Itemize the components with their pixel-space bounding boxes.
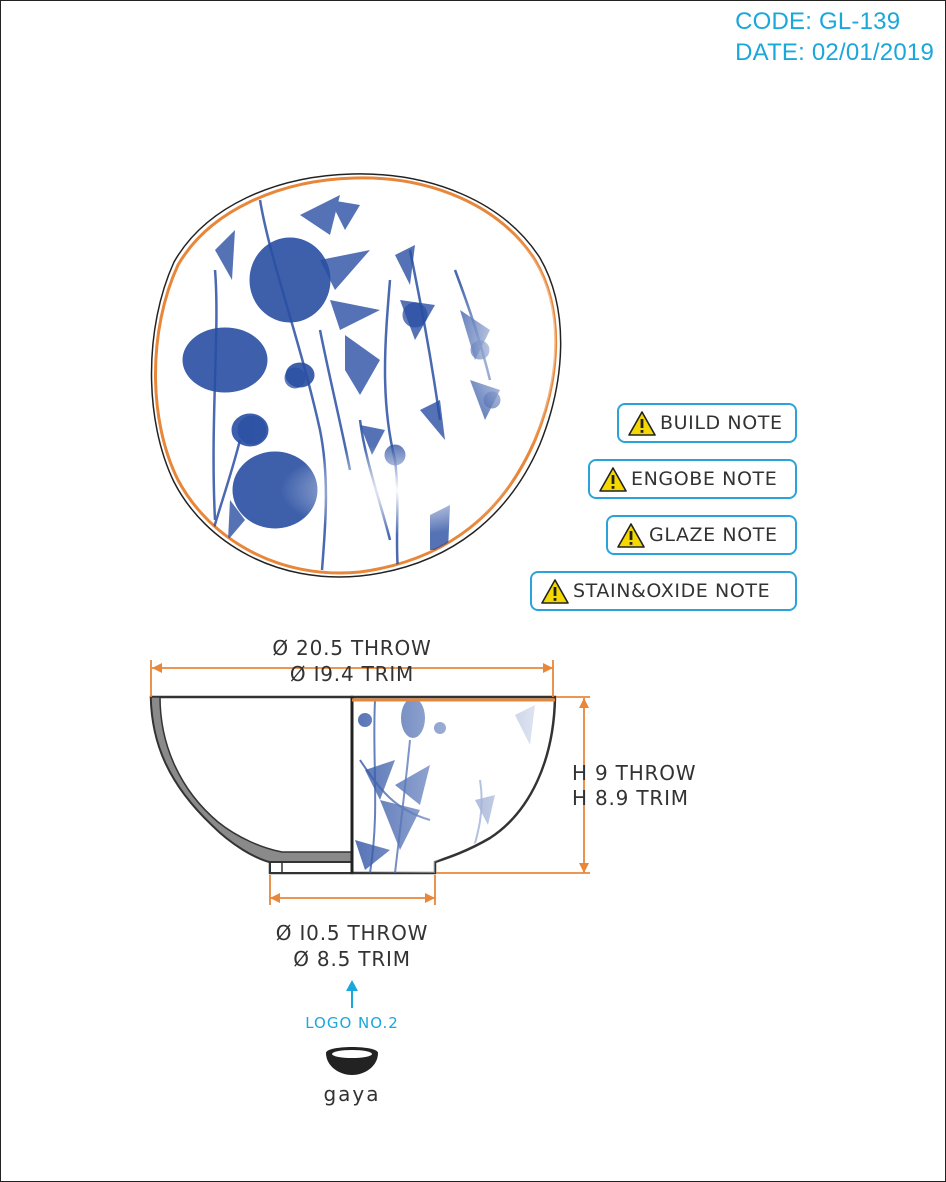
logo-label: LOGO NO.2 bbox=[305, 1014, 399, 1032]
warning-icon bbox=[617, 522, 645, 548]
plate-top-view bbox=[150, 173, 562, 578]
header: CODE: GL-139 DATE: 02/01/2019 bbox=[735, 6, 934, 68]
stain-oxide-note-label: STAIN&OXIDE NOTE bbox=[573, 580, 771, 602]
warning-icon bbox=[599, 466, 627, 492]
top-diameter-throw: Ø 20.5 THROW bbox=[272, 636, 432, 660]
engobe-note[interactable]: ENGOBE NOTE bbox=[588, 459, 797, 499]
bowl-floral-pattern bbox=[352, 700, 553, 873]
base-diameter-throw: Ø I0.5 THROW bbox=[275, 921, 429, 945]
height-throw: H 9 THROW bbox=[572, 761, 697, 785]
build-note-label: BUILD NOTE bbox=[660, 412, 783, 434]
engobe-note-label: ENGOBE NOTE bbox=[631, 468, 778, 490]
drawing-date: DATE: 02/01/2019 bbox=[735, 39, 934, 66]
warning-icon bbox=[628, 410, 656, 436]
build-note[interactable]: BUILD NOTE bbox=[617, 403, 797, 443]
bowl-side-view bbox=[149, 695, 557, 875]
warning-icon bbox=[541, 578, 569, 604]
glaze-note[interactable]: GLAZE NOTE bbox=[606, 515, 797, 555]
base-diameter-trim: Ø 8.5 TRIM bbox=[293, 947, 411, 971]
height-trim: H 8.9 TRIM bbox=[572, 786, 689, 810]
product-code: CODE: GL-139 bbox=[735, 8, 901, 35]
brand-name: gaya bbox=[323, 1082, 381, 1106]
stain-oxide-note[interactable]: STAIN&OXIDE NOTE bbox=[530, 571, 797, 611]
gaya-logo-icon bbox=[326, 1047, 378, 1075]
top-diameter-trim: Ø I9.4 TRIM bbox=[289, 662, 415, 686]
dimension-lines bbox=[150, 660, 590, 905]
logo-arrow bbox=[346, 980, 358, 1008]
glaze-note-label: GLAZE NOTE bbox=[649, 524, 778, 546]
